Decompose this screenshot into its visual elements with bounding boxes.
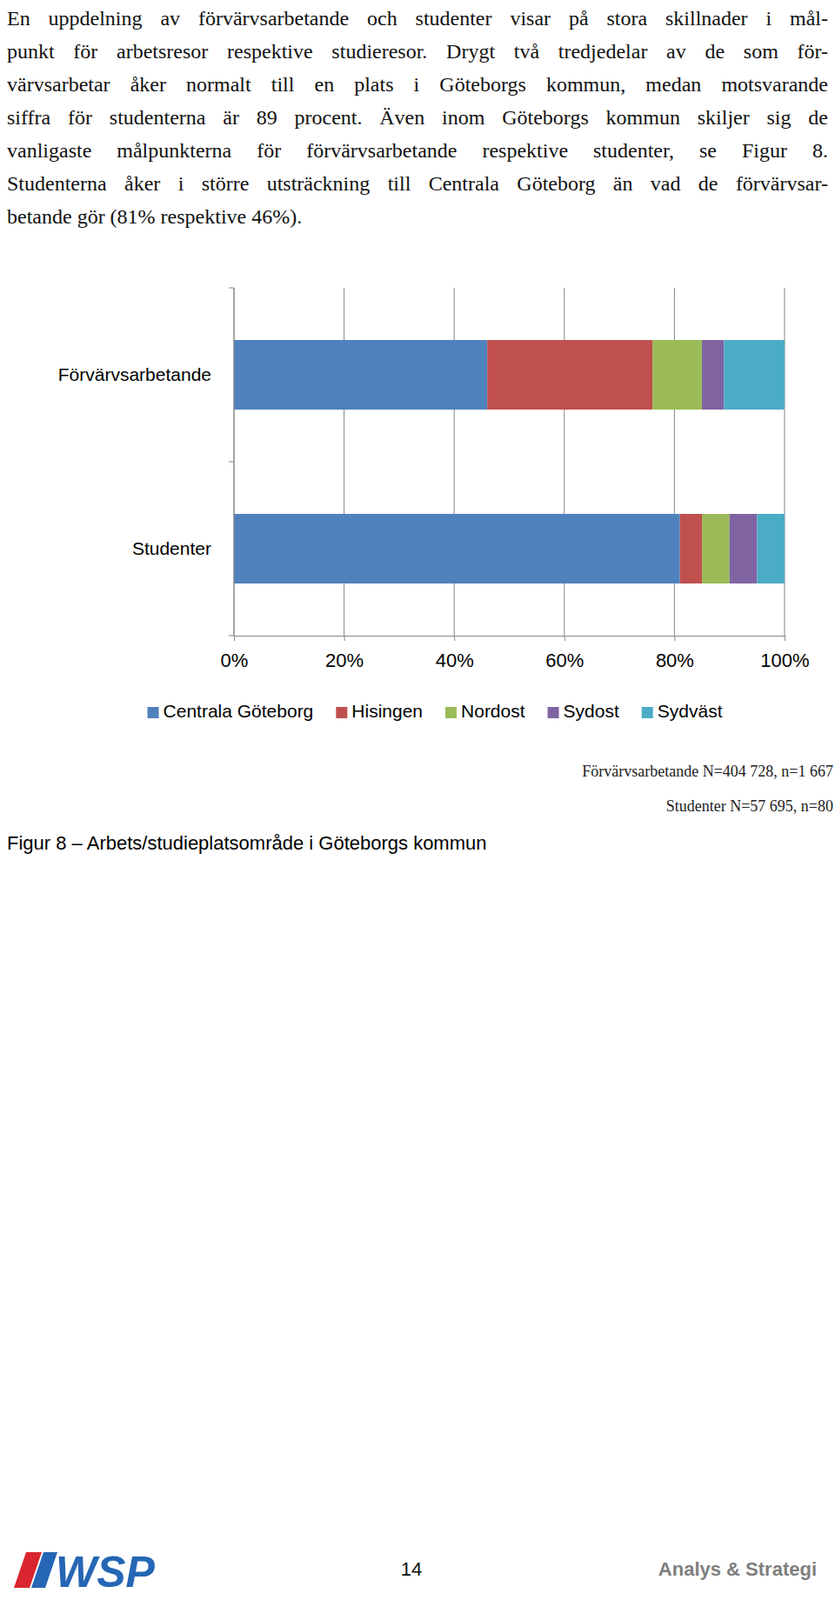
bar-segment (652, 340, 702, 410)
text-line: Studenterna åker i större utsträckning t… (6, 167, 829, 201)
legend-label: Sydväst (657, 701, 723, 722)
tick-label: 20% (325, 649, 364, 672)
tick: 0% (220, 635, 249, 672)
tick-mark (564, 635, 566, 642)
text-line: punkt för arbetsresor respektive studier… (6, 34, 829, 68)
tick: 60% (545, 635, 584, 672)
tick-mark (674, 635, 675, 642)
legend-label: Nordost (460, 701, 526, 722)
legend: Centrala Göteborg Hisingen Nordost Sydost Sy… (147, 701, 723, 722)
legend-item: Sydväst (641, 701, 723, 722)
footer: WSP 14 Analys & Strategi (13, 1548, 817, 1597)
category-label: Förvärvsarbetande (58, 364, 212, 385)
bar-segment (680, 514, 702, 584)
text-line: siffra för studenterna är 89 procent. Äv… (6, 100, 829, 134)
bar-segment (701, 340, 724, 410)
tick-label: 40% (435, 649, 475, 672)
category-separator (228, 287, 234, 289)
tick: 100% (760, 635, 809, 672)
legend-label: Sydost (563, 701, 620, 722)
legend-item: Nordost (445, 701, 526, 722)
tick-mark (344, 635, 346, 642)
bar-segment (487, 340, 653, 410)
page-number: 14 (400, 1558, 422, 1581)
tick-label: 60% (545, 649, 584, 672)
annotations: Förvärvsarbetande N=404 728, n=1 667 Stud… (581, 762, 834, 815)
logo-mark (31, 1552, 58, 1589)
axis-line (234, 636, 786, 642)
legend-swatch (335, 707, 348, 719)
bar-segment (233, 340, 488, 410)
tick-label: 100% (760, 649, 809, 672)
legend-swatch (641, 707, 654, 719)
tick: 80% (655, 635, 695, 672)
text-line: betande gör (81% respektive 46%). (6, 200, 829, 234)
tick-label: 0% (220, 649, 249, 672)
annotation: Förvärvsarbetande N=404 728, n=1 667 (581, 762, 834, 781)
legend-label: Hisingen (351, 701, 423, 722)
tick: 20% (325, 635, 364, 672)
annotation: Studenter N=57 695, n=80 (666, 797, 834, 815)
legend-swatch (547, 707, 560, 719)
logo: WSP (55, 1548, 156, 1597)
legend-swatch (445, 707, 457, 719)
legend-label: Centrala Göteborg (163, 701, 314, 722)
bar-segment (756, 514, 785, 584)
grid (233, 287, 785, 636)
tick-mark (454, 635, 455, 642)
category-separator (228, 461, 234, 463)
category-separator (228, 635, 234, 637)
text-line: värvsarbetar åker normalt till en plats … (6, 67, 829, 101)
bars (233, 340, 785, 584)
y-axis: Förvärvsarbetande Studenter (58, 287, 234, 636)
text-line: vanligaste målpunkterna för förvärvsarbe… (6, 133, 829, 167)
bar-segment (233, 514, 681, 584)
figure-caption: Figur 8 – Arbets/studieplatsområde i Göt… (6, 832, 488, 855)
text-line: En uppdelning av förvärvsarbetande och s… (6, 1, 829, 35)
x-axis: 0% 20% 40% 60% 80% 100% (220, 635, 810, 672)
category-label: Studenter (132, 538, 212, 559)
legend-item: Sydost (547, 701, 620, 722)
tick-mark (233, 635, 235, 642)
tick-label: 80% (655, 649, 695, 672)
bar-segment (701, 514, 730, 584)
footer-text: Analys & Strategi (658, 1558, 817, 1581)
tick: 40% (435, 635, 475, 672)
tick-mark (784, 635, 786, 642)
legend-item: Centrala Göteborg (147, 701, 314, 722)
legend-swatch (147, 707, 160, 719)
bar-segment (729, 514, 758, 584)
bar-segment (723, 340, 785, 410)
body-text: En uppdelning av förvärvsarbetande och s… (6, 1, 829, 234)
legend-item: Hisingen (335, 701, 423, 722)
page-canvas: 0% 20% 40% 60% 80% 100% Förvärvsarbetande Stude… (0, 0, 835, 1600)
